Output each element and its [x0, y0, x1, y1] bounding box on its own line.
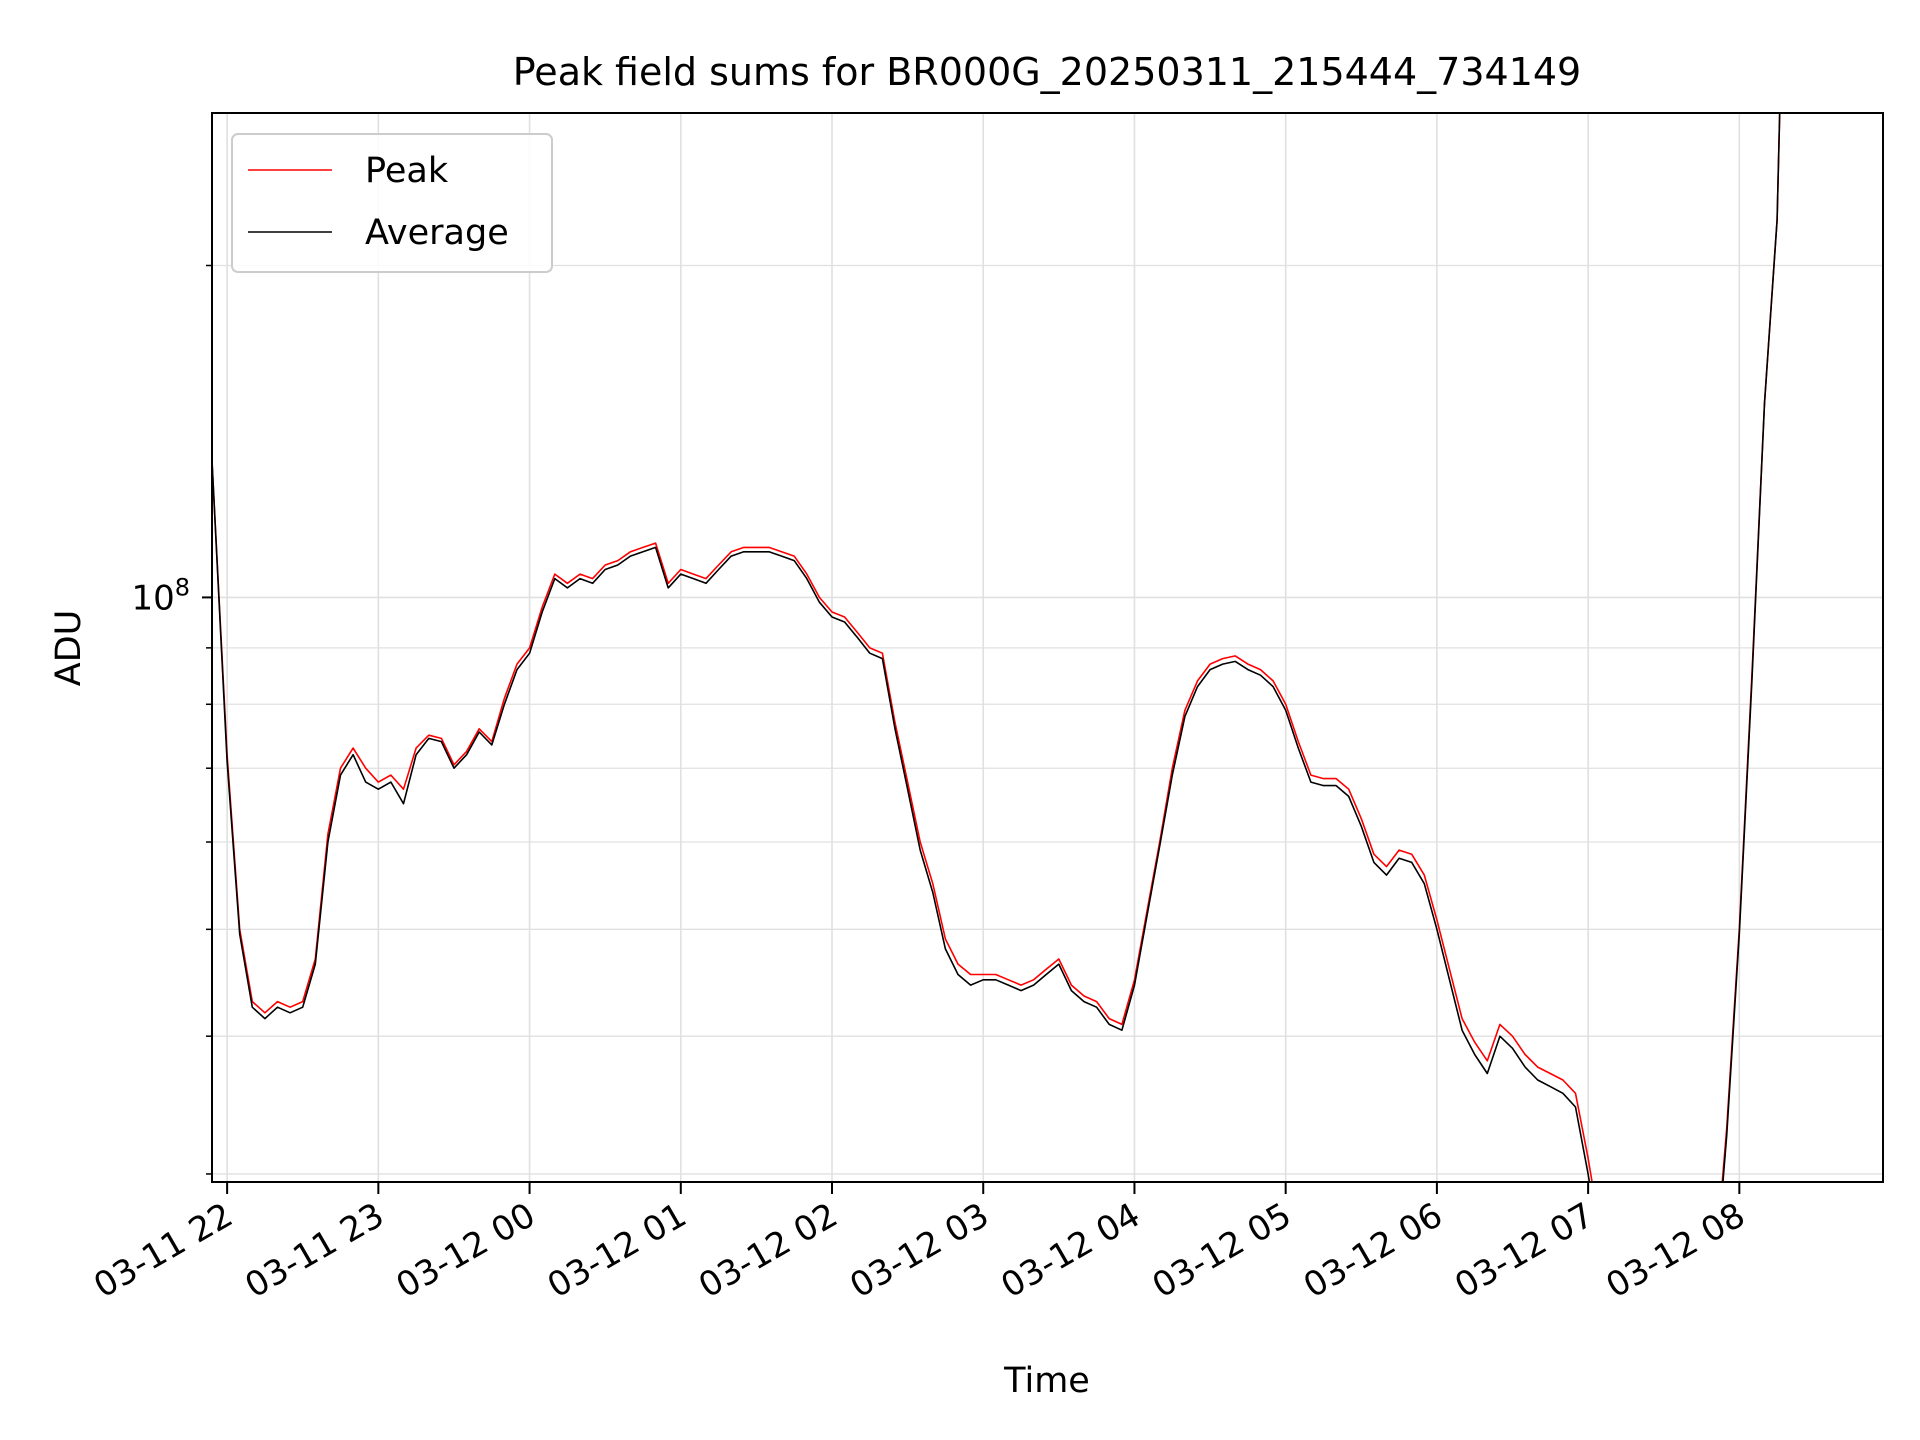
y-axis-ticks: 108 [131, 264, 212, 1175]
legend-label-average: Average [365, 213, 509, 253]
series-line-average [212, 113, 1781, 1182]
series-layer [212, 113, 1781, 1182]
legend-label-peak: Peak [365, 151, 449, 191]
legend: Peak Average [231, 133, 553, 273]
y-tick-label: 108 [131, 573, 190, 618]
y-axis-label: ADU [49, 610, 89, 687]
legend-box [231, 133, 553, 273]
x-axis-label: Time [1003, 1361, 1090, 1401]
plot-area [212, 113, 1781, 1182]
series-line-peak [212, 113, 1781, 1182]
chart-title: Peak field sums for BR000G_20250311_2154… [513, 50, 1581, 94]
